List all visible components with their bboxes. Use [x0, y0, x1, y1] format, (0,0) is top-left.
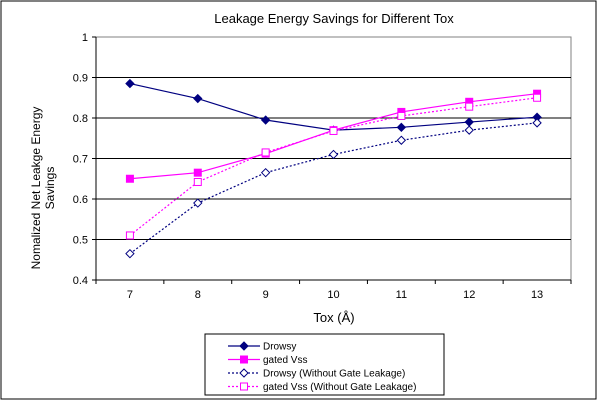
legend-marker [240, 355, 248, 364]
legend-label: Drowsy (Without Gate Leakage) [263, 369, 405, 380]
x-axis-label: Tox (Å) [313, 310, 354, 325]
y-tick-label: 0.5 [73, 235, 88, 247]
data-point [396, 122, 407, 133]
data-point [125, 231, 134, 240]
data-point [261, 148, 270, 157]
y-tick-label: 1 [82, 32, 88, 44]
data-point [533, 93, 542, 102]
y-axis-label: Nomalized Net Leakge Energy Savings [29, 107, 57, 270]
data-point [328, 149, 339, 160]
x-tick-label: 10 [327, 289, 339, 301]
data-point [465, 102, 474, 111]
legend-entry: Drowsy (Without Gate Leakage) [228, 368, 405, 380]
x-tick-label: 8 [195, 289, 201, 301]
data-point [193, 93, 203, 104]
legend-label: gated Vss [263, 355, 307, 366]
x-tick-label: 7 [127, 289, 133, 301]
y-tick-label: 0.7 [73, 154, 88, 166]
y-tick-label: 0.8 [73, 113, 88, 125]
data-point [193, 168, 202, 177]
data-point [329, 126, 338, 135]
legend-marker [239, 368, 249, 378]
series-layer [125, 78, 542, 259]
y-tick-label: 0.6 [73, 194, 88, 206]
series-4 [125, 93, 542, 240]
legend-label: gated Vss (Without Gate Leakage) [263, 382, 416, 393]
y-tick-label: 0.9 [73, 73, 88, 85]
legend-entries: Drowsy gated Vss Drowsy (Without Gate Leak… [228, 341, 416, 393]
data-point [396, 135, 407, 145]
data-point [532, 118, 542, 128]
x-tick-label: 12 [463, 289, 475, 301]
data-point [260, 167, 271, 178]
legend-entry: gated Vss (Without Gate Leakage) [228, 382, 416, 393]
data-point [193, 177, 202, 186]
data-point [125, 78, 135, 89]
x-tick-labels: 7 8 9 10 11 12 13 [127, 289, 543, 301]
data-point [397, 111, 406, 120]
y-tick-label: 0.4 [73, 275, 88, 287]
y-axis-label-line-1: Nomalized Net Leakge Energy [29, 107, 43, 270]
x-tick-label: 9 [263, 289, 269, 301]
legend-marker [239, 341, 249, 351]
legend-entry: gated Vss [228, 355, 307, 366]
series-3 [125, 118, 542, 259]
data-point [464, 125, 474, 135]
chart-title: Leakage Energy Savings for Different Tox [214, 11, 454, 26]
x-tick-label: 11 [396, 289, 407, 301]
data-point [193, 198, 203, 208]
legend: Drowsy gated Vss Drowsy (Without Gate Leak… [204, 333, 445, 396]
data-point [260, 115, 271, 125]
data-point [125, 174, 134, 183]
legend-label: Drowsy [263, 342, 296, 353]
grid-layer [92, 36, 572, 284]
y-axis-label-line-2: Savings [43, 167, 57, 210]
y-tick-labels: 0.4 0.5 0.6 0.7 0.8 0.9 1 [73, 32, 88, 287]
legend-entry: Drowsy [228, 341, 296, 353]
data-point [125, 248, 135, 259]
legend-marker [240, 382, 248, 391]
x-tick-label: 13 [531, 289, 543, 301]
